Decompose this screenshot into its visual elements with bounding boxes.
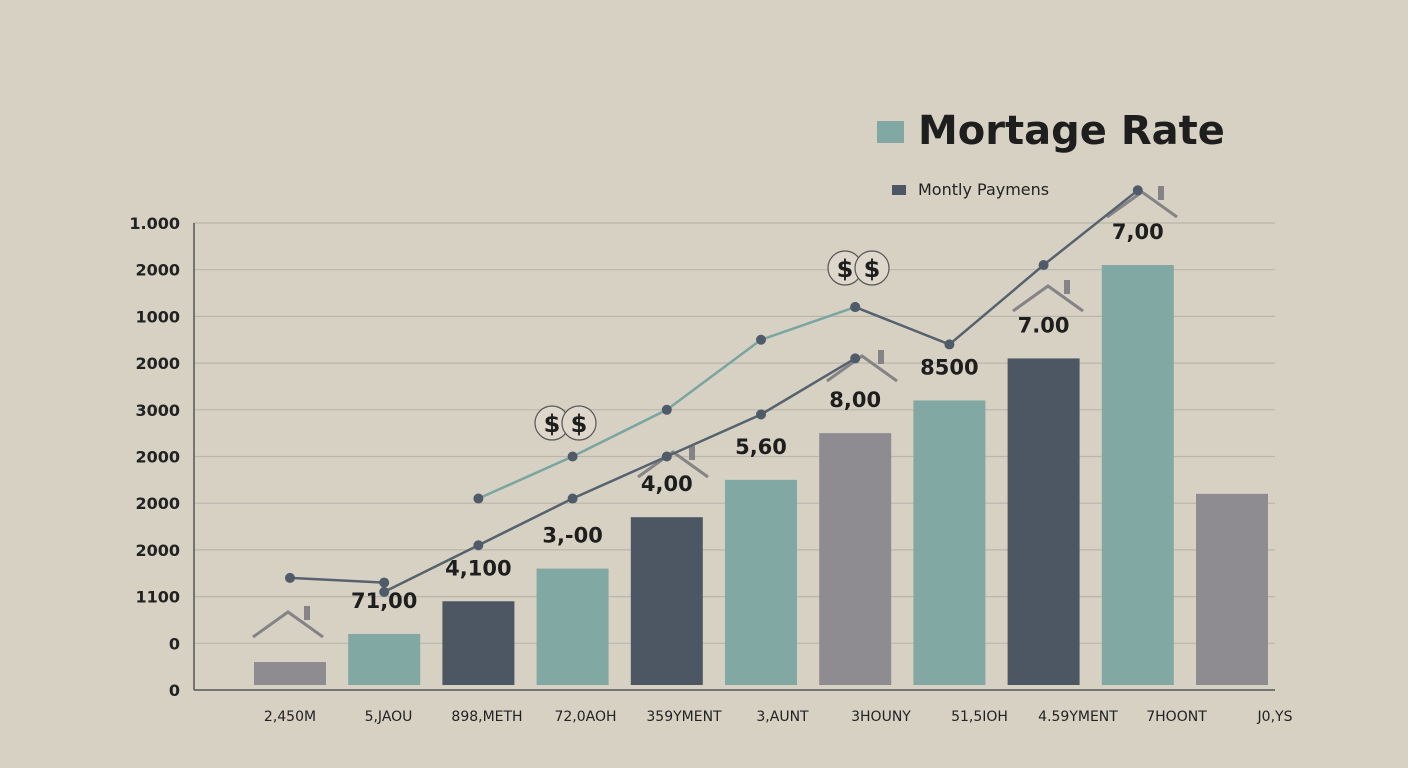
y-tick-label: 2000 bbox=[135, 494, 180, 513]
x-tick-label: J0,YS bbox=[1257, 709, 1293, 725]
bar bbox=[630, 517, 703, 685]
series-line bbox=[854, 189, 1139, 346]
line-point bbox=[567, 451, 578, 462]
line-point bbox=[661, 404, 672, 415]
legend-swatch-mortgage-rate bbox=[877, 121, 904, 143]
line-point bbox=[756, 334, 766, 345]
dollar-sign: $ bbox=[571, 410, 588, 438]
x-tick-label: 3,AUNT bbox=[756, 709, 809, 725]
y-tick-label: 2000 bbox=[135, 354, 180, 373]
line-point bbox=[473, 540, 484, 551]
series-line bbox=[383, 357, 856, 594]
x-tick-label: 5,JAOU bbox=[365, 709, 413, 725]
house-chimney bbox=[304, 606, 310, 620]
y-tick-label: 2000 bbox=[135, 541, 180, 560]
y-tick-label: 1.000 bbox=[129, 214, 180, 233]
bar bbox=[819, 433, 892, 685]
lines bbox=[285, 185, 1143, 597]
line-point bbox=[944, 339, 955, 350]
y-tick-label: 2000 bbox=[135, 448, 180, 467]
house-chimney bbox=[1158, 186, 1164, 200]
house-icon bbox=[252, 610, 324, 639]
house-icon bbox=[1106, 190, 1178, 219]
data-labels: 71,00 4,100 3,-00 4,00 5,60 8,00 8500 7.00 7,00 bbox=[351, 220, 1164, 613]
data-label: 7.00 bbox=[1018, 313, 1070, 337]
house-chimney bbox=[689, 446, 695, 460]
dollar-sign: $ bbox=[837, 255, 854, 283]
bar bbox=[254, 661, 326, 685]
x-tick-label: 2,450M bbox=[264, 709, 316, 725]
x-tick-label: 72,0AOH bbox=[554, 709, 616, 725]
bar bbox=[1101, 265, 1174, 685]
data-label: 4,00 bbox=[641, 472, 693, 496]
dollar-coin-icon bbox=[561, 405, 597, 441]
y-tick-label: 0 bbox=[169, 681, 180, 700]
line-point bbox=[567, 493, 578, 504]
data-label: 8,00 bbox=[829, 388, 881, 412]
legend-swatch-monthly-payments bbox=[892, 185, 906, 195]
x-axis-ticks: 2,450M 5,JAOU 898,METH 72,0AOH 359YMENT 3,AUN… bbox=[264, 709, 1293, 725]
series-line bbox=[289, 576, 385, 584]
y-tick-label: 2000 bbox=[135, 261, 180, 280]
series-line bbox=[477, 305, 856, 500]
data-label: 71,00 bbox=[351, 589, 417, 613]
house-icon bbox=[637, 450, 709, 479]
x-tick-label: 51,5IOH bbox=[951, 709, 1008, 725]
bar bbox=[725, 479, 797, 685]
line-point bbox=[756, 409, 766, 420]
decorations: $ $ $ $ bbox=[252, 186, 1178, 639]
bar bbox=[442, 601, 515, 685]
data-label: 5,60 bbox=[735, 435, 787, 459]
y-tick-label: 3000 bbox=[135, 401, 180, 420]
dollar-sign: $ bbox=[544, 410, 561, 438]
data-label: 8500 bbox=[920, 355, 978, 379]
bar bbox=[1196, 493, 1268, 685]
y-tick-label: 1100 bbox=[135, 588, 180, 607]
house-chimney bbox=[878, 350, 884, 364]
legend-mortgage-rate: Mortage Rate bbox=[918, 108, 1225, 154]
line-point bbox=[1132, 185, 1143, 196]
x-tick-label: 4.59YMENT bbox=[1038, 709, 1118, 725]
line-point bbox=[379, 586, 390, 597]
house-icon bbox=[826, 354, 898, 383]
y-tick-label: 1000 bbox=[135, 307, 180, 326]
legend-monthly-payments: Montly Paymens bbox=[918, 180, 1050, 199]
house-chimney bbox=[1064, 280, 1070, 294]
line-point bbox=[379, 577, 390, 588]
line-point bbox=[850, 353, 861, 364]
x-tick-label: 359YMENT bbox=[646, 709, 722, 725]
line-point bbox=[285, 572, 295, 583]
bar bbox=[536, 568, 609, 685]
x-tick-label: 3HOUNY bbox=[851, 709, 911, 725]
line-point bbox=[661, 451, 672, 462]
dollar-sign: $ bbox=[864, 255, 881, 283]
x-tick-label: 7HOONT bbox=[1146, 709, 1207, 725]
y-axis-ticks: 0 0 1100 2000 2000 2000 3000 2000 1000 2000 1.000 bbox=[129, 214, 180, 700]
bar bbox=[348, 633, 421, 685]
data-label: 4,100 bbox=[445, 556, 511, 580]
line-point bbox=[1038, 260, 1049, 271]
line-point bbox=[473, 493, 484, 504]
bar bbox=[1007, 358, 1080, 685]
house-icon bbox=[1012, 284, 1084, 313]
data-label: 3,-00 bbox=[542, 524, 603, 548]
bars bbox=[254, 265, 1268, 685]
x-tick-label: 898,METH bbox=[451, 709, 522, 725]
line-point bbox=[850, 302, 861, 313]
dollar-coin-icon bbox=[854, 250, 890, 286]
y-tick-label: 0 bbox=[169, 634, 180, 653]
bar bbox=[913, 400, 986, 685]
data-label: 7,00 bbox=[1112, 220, 1164, 244]
